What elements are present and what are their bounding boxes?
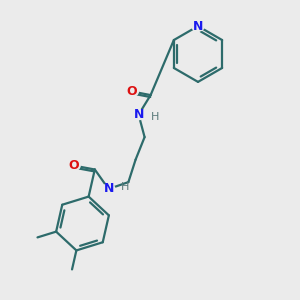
Text: N: N [103,182,114,196]
Ellipse shape [132,110,145,120]
Ellipse shape [126,86,138,97]
Ellipse shape [68,160,80,171]
Ellipse shape [102,184,115,194]
Text: O: O [127,85,137,98]
Text: O: O [68,159,79,172]
Text: H: H [121,182,130,193]
Text: N: N [193,20,203,33]
Text: N: N [134,108,144,121]
Ellipse shape [192,21,204,31]
Text: H: H [151,112,160,122]
